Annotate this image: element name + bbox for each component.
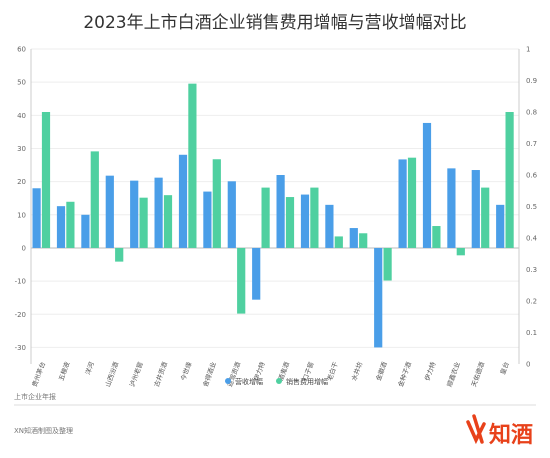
bar-revenue [252, 247, 261, 300]
bar-revenue [496, 204, 505, 248]
y-left-tick-label: -30 [15, 344, 26, 352]
x-category-label: 天佑德酒 [469, 360, 487, 388]
y-left-tick-label: 60 [17, 46, 26, 54]
bar-revenue [374, 247, 383, 348]
y-left-tick-label: -20 [15, 311, 26, 319]
x-category-label: 水井坊 [349, 360, 364, 382]
bar-sales-expense [261, 187, 270, 248]
y-right-tick-label: 0 [526, 361, 530, 369]
bar-revenue [300, 194, 310, 248]
y-right-tick-label: 0.7 [526, 140, 537, 148]
bar-revenue [227, 181, 236, 248]
bar-sales-expense [90, 151, 99, 248]
source-note: 上市企业年报 [14, 392, 56, 401]
bar-revenue [203, 191, 212, 248]
bar-revenue [130, 180, 139, 248]
bar-sales-expense [456, 247, 465, 256]
legend-marker-revenue [225, 378, 231, 384]
y-left-tick-label: 20 [17, 178, 26, 186]
y-right-tick-label: 0.9 [526, 77, 537, 85]
x-category-label: 顺鑫农业 [445, 360, 463, 388]
category-labels: 贵州茅台 五粮液 洋河 山西汾酒 泸州老窖 古井贡酒 今世缘 舍得酒业 迎驾贡酒 伊力特 酒鬼酒 口子… [30, 360, 511, 388]
x-category-label: 皇台 [498, 361, 511, 376]
x-category-label: 舍得酒业 [201, 360, 219, 388]
x-category-label: 今世缘 [178, 360, 193, 382]
y-right-tick-label: 0.1 [526, 329, 537, 337]
y-right-tick-label: 0.5 [526, 203, 537, 211]
bar-sales-expense [334, 236, 343, 248]
brand-name: 知酒 [489, 422, 533, 448]
bar-sales-expense [115, 247, 124, 262]
bar-revenue [276, 175, 285, 248]
x-category-label: 金种子酒 [396, 360, 414, 388]
bar-sales-expense [432, 226, 441, 248]
brand-logo: 知酒 [466, 414, 533, 448]
x-category-label: 贵州茅台 [30, 361, 47, 389]
bar-revenue [178, 154, 188, 248]
bars [32, 83, 514, 348]
bar-revenue [105, 175, 114, 248]
x-category-label: 山西汾酒 [103, 360, 121, 388]
bar-sales-expense [139, 197, 148, 248]
bar-sales-expense [505, 112, 514, 248]
axes: -30 -20 -10 0 10 20 30 40 50 60 0 0.1 0.2 0.3 0.4 0.5 0.… [15, 46, 538, 369]
y-left-tick-label: 10 [17, 211, 26, 219]
bar-revenue [471, 170, 480, 248]
y-left-tick-label: 0 [22, 244, 26, 252]
x-category-label: 洋河 [83, 360, 96, 376]
credit-note: XN知酒制图及整理 [14, 426, 73, 435]
y-right-tick-label: 0.6 [526, 172, 538, 180]
bar-sales-expense [163, 195, 173, 248]
bar-revenue [325, 204, 334, 248]
bar-sales-expense [383, 247, 392, 281]
y-left-tick-label: 50 [17, 79, 26, 87]
brand-mark-icon [466, 414, 486, 445]
bar-revenue [398, 159, 407, 248]
bar-revenue [81, 214, 90, 248]
y-right-tick-label: 0.3 [526, 266, 537, 274]
bar-sales-expense [66, 201, 75, 248]
bar-sales-expense [41, 112, 51, 248]
legend-label-sales-expense: 销售费用增幅 [286, 377, 328, 386]
bar-revenue [154, 177, 163, 248]
chart-title: 2023年上市白酒企业销售费用增幅与营收增幅对比 [83, 13, 466, 33]
bar-revenue [32, 188, 41, 248]
y-left-tick-label: -10 [15, 278, 26, 286]
bar-sales-expense [237, 247, 246, 314]
bar-sales-expense [188, 83, 197, 248]
y-right-tick-label: 0.8 [526, 109, 537, 117]
grid [31, 48, 519, 348]
y-right-tick-label: 1 [526, 46, 530, 54]
y-left-tick-label: 30 [17, 145, 26, 153]
y-left-tick-label: 40 [17, 112, 26, 120]
bar-revenue [422, 122, 432, 248]
bar-revenue [447, 168, 456, 248]
bar-sales-expense [359, 233, 368, 248]
y-right-tick-label: 0.2 [526, 298, 537, 306]
x-category-label: 伊力特 [422, 360, 437, 382]
x-category-label: 金徽酒 [374, 360, 389, 382]
bar-revenue [56, 206, 66, 248]
bar-sales-expense [310, 187, 319, 248]
bar-revenue [349, 228, 358, 248]
bar-sales-expense [407, 157, 417, 248]
bar-sales-expense [481, 187, 490, 248]
bar-sales-expense [212, 159, 221, 248]
legend: 营收增幅 销售费用增幅 [225, 377, 328, 386]
legend-label-revenue: 营收增幅 [235, 377, 263, 386]
x-category-label: 古井贡酒 [152, 360, 170, 388]
bar-sales-expense [285, 197, 295, 248]
legend-marker-sales-expense [276, 378, 282, 384]
y-right-tick-label: 0.4 [526, 235, 538, 243]
x-category-label: 泸州老窖 [127, 360, 145, 388]
x-category-label: 五粮液 [56, 360, 71, 382]
